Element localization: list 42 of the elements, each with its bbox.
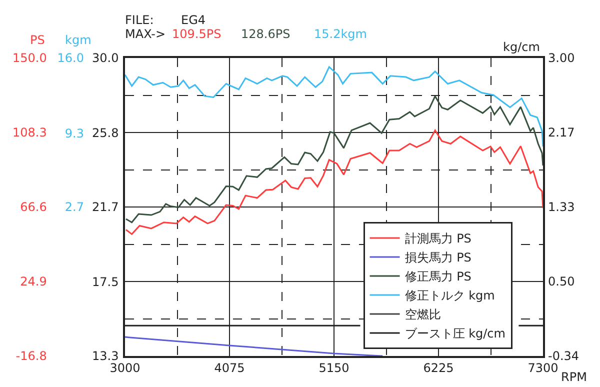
y-tick-label: 150.0: [12, 51, 47, 66]
x-tick-label: 6225: [423, 361, 454, 376]
text: 25.8: [92, 126, 119, 140]
line-series: [125, 66, 543, 148]
y2-tick-label: 3.00: [548, 51, 575, 66]
x-tick-label: 7300: [528, 361, 558, 376]
text: 21.7: [92, 200, 119, 214]
y2-tick-label: -0.34: [548, 349, 580, 364]
x-tick-label: 4075: [214, 361, 245, 376]
text: EG4: [181, 13, 206, 27]
y3-tick-label: 2.7: [64, 200, 84, 214]
y-tick-label: -16.8: [16, 349, 47, 364]
x-tick-label: 3000: [110, 361, 140, 376]
y-tick-label: 66.6: [20, 200, 47, 214]
y3-tick-label: 16.0: [57, 51, 84, 66]
text: 17.5: [92, 275, 119, 289]
text: 30.0: [92, 51, 119, 65]
legend-label: 修正馬力 PS: [404, 270, 472, 284]
y-tick-label: 108.3: [12, 126, 47, 140]
y2-tick-label: 0.50: [548, 274, 575, 288]
text: 128.6PS: [241, 27, 290, 41]
line-series: [125, 95, 543, 224]
line-series: [125, 336, 384, 356]
y-axis-title: PS: [30, 33, 45, 47]
y3-axis-title: kgm: [65, 33, 92, 47]
x-axis-title: RPM: [561, 370, 587, 384]
y-tick-label: 24.9: [20, 274, 47, 289]
legend-label: 修正トルク kgm: [404, 288, 495, 303]
legend-label: 空燃比: [404, 308, 441, 322]
y2-axis-title: kg/cm: [503, 40, 540, 54]
y3-tick-label: 9.3: [64, 126, 84, 140]
text: FILE:: [125, 13, 154, 27]
y2-tick-label: 1.33: [548, 200, 575, 214]
y2-tick-label: 2.17: [548, 125, 575, 140]
text: 109.5PS: [172, 27, 222, 41]
x-tick-label: 5150: [318, 361, 350, 376]
legend-label: 損失馬力 PS: [404, 250, 472, 265]
legend-label: ブースト圧 kg/cm: [404, 326, 506, 341]
legend-label: 計測馬力 PS: [404, 232, 472, 246]
text: MAX->: [125, 27, 166, 41]
text: 13.3: [92, 349, 119, 363]
text: 15.2kgm: [314, 27, 367, 41]
